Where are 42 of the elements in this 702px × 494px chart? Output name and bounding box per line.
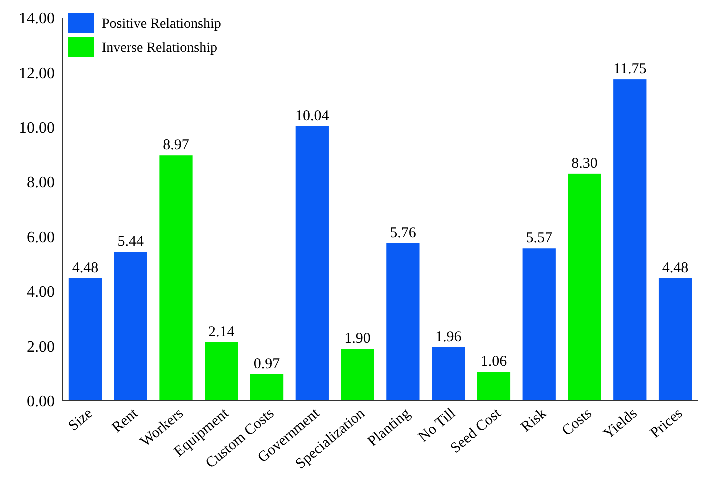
data-label: 5.57 [526, 230, 553, 247]
data-label: 10.04 [296, 108, 330, 124]
bar [341, 349, 374, 401]
bar [205, 342, 238, 401]
data-label: 1.90 [344, 331, 371, 348]
y-tick-label: 4.00 [27, 284, 55, 302]
data-label: 11.75 [614, 62, 647, 78]
bar [68, 278, 102, 401]
data-label: 5.44 [118, 234, 144, 250]
x-tick-label: Costs [559, 406, 596, 440]
y-tick-label: 10.00 [19, 120, 55, 138]
bar [386, 243, 420, 401]
legend-label: Inverse Relationship [102, 40, 218, 56]
y-tick-label: 14.00 [19, 10, 55, 28]
bar [432, 347, 466, 401]
data-label: 1.96 [435, 329, 462, 346]
legend-label: Positive Relationship [102, 16, 222, 32]
data-label: 8.97 [163, 138, 190, 154]
bar [658, 278, 692, 401]
bar [614, 80, 647, 401]
x-tick-label: Rent [109, 405, 142, 436]
y-tick-label: 8.00 [27, 174, 55, 192]
data-label: 1.06 [480, 354, 508, 370]
y-tick-label: 6.00 [27, 229, 55, 246]
y-tick-label: 0.00 [27, 394, 55, 411]
bar [114, 252, 148, 401]
bar [568, 174, 602, 401]
data-label: 4.48 [72, 260, 99, 276]
data-label: 5.76 [390, 225, 417, 242]
x-tick-label: Risk [518, 405, 550, 436]
data-label: 4.48 [662, 260, 689, 276]
bar [296, 126, 329, 401]
y-tick-label: 2.00 [27, 338, 55, 356]
y-tick-label: 12.00 [19, 65, 55, 82]
bar [522, 248, 556, 401]
bar [250, 374, 284, 401]
data-label: 2.14 [208, 324, 236, 340]
x-tick-label: Size [66, 406, 96, 435]
data-label: 8.30 [572, 156, 598, 172]
bar [477, 372, 511, 401]
bar [160, 156, 193, 401]
data-label: 0.97 [254, 356, 281, 372]
